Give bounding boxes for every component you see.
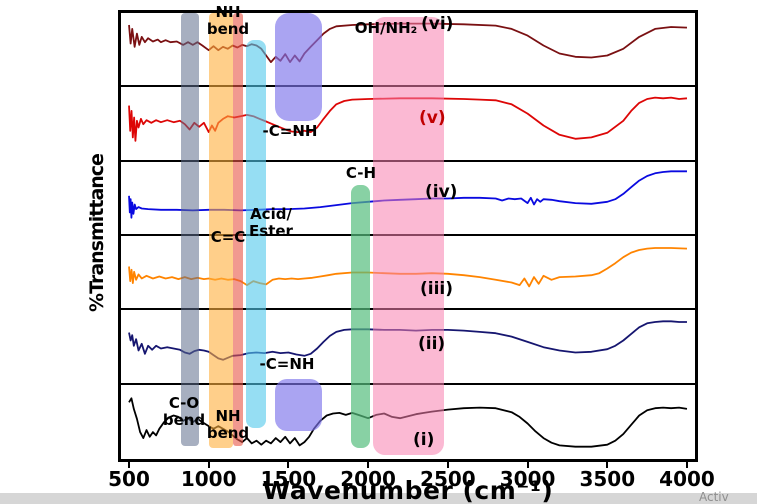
annotation-c-c: C=C bbox=[210, 228, 246, 246]
x-tick bbox=[686, 462, 688, 468]
x-tick bbox=[287, 462, 290, 468]
x-axis-ticks: 500 1000 1500 2000 2500 3000 3500 4000 bbox=[108, 462, 715, 492]
x-tick-label: 3000 bbox=[499, 467, 556, 491]
highlight-band-pink-oh-nh2-region bbox=[372, 16, 444, 455]
panel-label-iii: (iii) bbox=[420, 279, 454, 299]
annotation-acid-ester: Acid/ Ester bbox=[249, 205, 293, 240]
panel-label-ii: (ii) bbox=[418, 334, 446, 354]
annotation-c-nh-lower: -C=NH bbox=[259, 355, 315, 373]
highlight-band-nh-bend-region bbox=[208, 13, 233, 448]
x-tick bbox=[367, 462, 370, 468]
x-tick bbox=[207, 462, 210, 468]
annotation-c-nh-upper: -C=NH bbox=[262, 122, 318, 140]
watermark-text: Activ bbox=[699, 490, 729, 504]
spectrum-line-iii bbox=[128, 247, 688, 288]
x-tick-label: 500 bbox=[108, 467, 150, 491]
x-tick bbox=[128, 462, 130, 468]
x-tick-label: 2000 bbox=[340, 467, 396, 491]
x-tick-label: 3500 bbox=[579, 467, 636, 491]
highlight-band-cyan-region bbox=[246, 39, 267, 428]
highlight-band-purple-c-nh-top bbox=[274, 13, 322, 122]
annotation-oh-nh2: OH/NH₂ bbox=[354, 19, 418, 37]
plot-area: (vi) (v) (iv) (iii) (ii) (i) NH bend OH/NH₂ -C=N… bbox=[118, 4, 698, 462]
highlight-band-green-c-h-region bbox=[351, 184, 370, 448]
panel-label-vi: (vi) bbox=[421, 14, 454, 34]
highlight-band-red-region bbox=[232, 13, 243, 446]
x-tick-label: 1000 bbox=[180, 467, 237, 491]
panel-label-iv: (iv) bbox=[425, 182, 458, 202]
spectrum-line-ii bbox=[128, 320, 687, 362]
highlight-band-purple-c-nh-bottom bbox=[274, 378, 322, 431]
spectrum-line-i bbox=[128, 397, 688, 448]
annotation-c-o-bend: C-O bend bbox=[162, 394, 206, 429]
y-axis-title: %Transmittance bbox=[86, 154, 108, 312]
x-tick bbox=[606, 462, 609, 468]
x-tick bbox=[526, 462, 529, 468]
bottom-bar bbox=[0, 493, 757, 504]
x-axis-title: Wavenumber (cm⁻¹) bbox=[262, 476, 554, 504]
annotation-nh-bend-top: NH bend bbox=[206, 3, 250, 38]
spectrum-panel-i bbox=[121, 385, 695, 459]
spectrum-line-v bbox=[128, 97, 688, 143]
annotation-c-h: C-H bbox=[345, 164, 377, 182]
x-tick-label: 1500 bbox=[260, 467, 317, 491]
annotation-nh-bend-bottom: NH bend bbox=[206, 407, 250, 442]
x-tick-label: 4000 bbox=[659, 467, 715, 491]
x-tick-label: 2500 bbox=[420, 467, 476, 491]
highlight-band-c-o-region bbox=[180, 13, 200, 446]
x-tick bbox=[446, 462, 449, 468]
panel-label-v: (v) bbox=[419, 108, 446, 128]
panel-label-i: (i) bbox=[413, 430, 435, 450]
